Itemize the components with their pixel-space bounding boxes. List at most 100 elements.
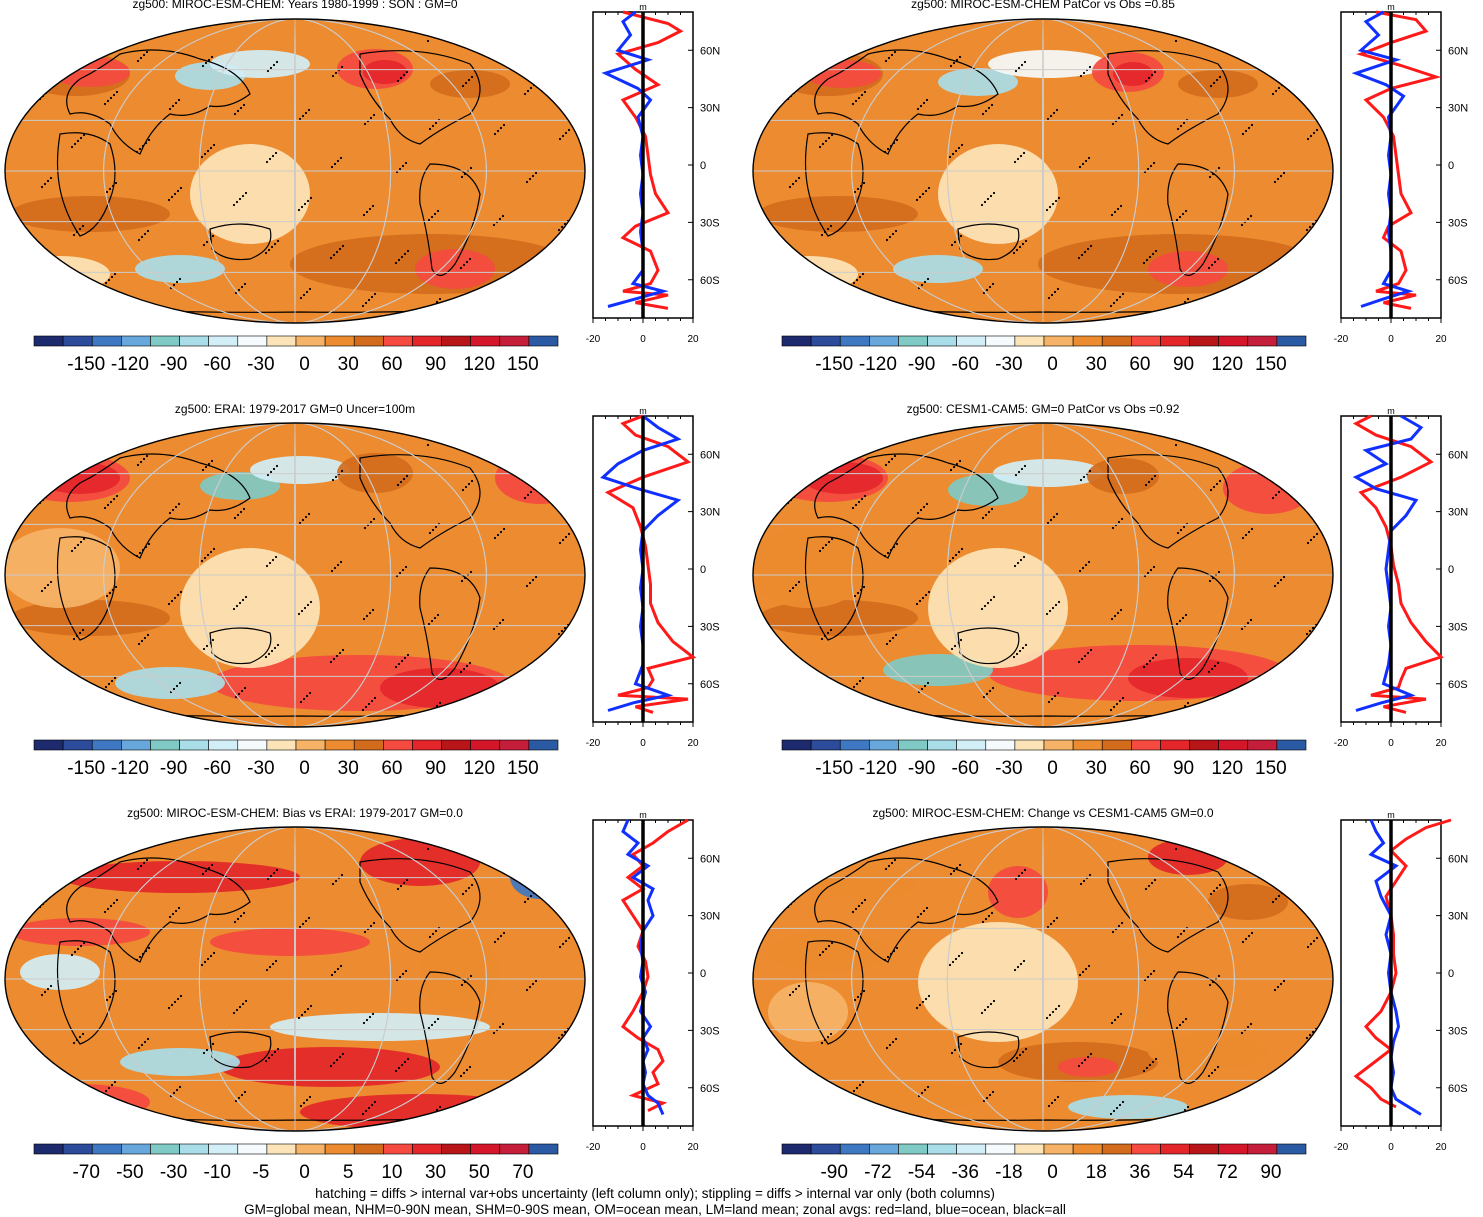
stipple-dot xyxy=(853,998,857,1002)
colorbar-swatch xyxy=(91,1143,122,1155)
zonal-y-tick-label: 60N xyxy=(1448,449,1468,461)
colorbar-swatch xyxy=(1043,1143,1074,1155)
stipple-dot xyxy=(1146,975,1150,979)
stipple-dot xyxy=(1241,536,1245,540)
colorbar-swatch xyxy=(353,335,384,347)
zonal-y-tick-label: 30S xyxy=(700,621,720,633)
zonal-unit-label: m xyxy=(1387,406,1395,416)
stipple-dot xyxy=(895,946,899,950)
colorbar-swatch xyxy=(121,739,151,751)
stipple-dot xyxy=(176,189,180,193)
stipple-dot xyxy=(308,1095,312,1099)
stipple-dot xyxy=(1150,881,1154,885)
stipple-dot xyxy=(1024,1047,1028,1051)
stipple-dot xyxy=(1021,242,1025,246)
stipple-dot xyxy=(176,997,180,1001)
zonal-land-line xyxy=(614,10,684,310)
stipple-dot xyxy=(501,1022,505,1026)
colorbar-label: 60 xyxy=(1129,758,1150,779)
stipple-dot xyxy=(370,295,374,299)
stipple-dot xyxy=(461,892,465,896)
stipple-dot xyxy=(1186,297,1190,301)
stipple-dot xyxy=(1247,126,1251,130)
stipple-dot xyxy=(1244,533,1248,537)
stipple-dot xyxy=(468,661,472,665)
colorbar-label: -150 xyxy=(815,354,853,375)
graticule-lon xyxy=(198,19,392,323)
stipple-dot xyxy=(178,277,182,281)
zonal-x-tick-label: 0 xyxy=(1388,334,1394,345)
stipple-dot xyxy=(113,272,117,276)
colorbar-label: -120 xyxy=(111,758,149,779)
zonal-x-tick-label: 20 xyxy=(1435,334,1447,345)
stipple-dot xyxy=(983,200,987,204)
stipple-dot xyxy=(333,970,337,974)
stipple-dot xyxy=(528,985,532,989)
stipple-dot xyxy=(992,999,996,1003)
stipple-dot xyxy=(1146,571,1150,575)
stipple-dot xyxy=(1047,296,1051,300)
stipple-dot xyxy=(502,527,506,531)
stipple-dot xyxy=(887,864,891,868)
stipple-dot xyxy=(1174,847,1178,851)
stipple-dot xyxy=(406,653,410,657)
stipple-dot xyxy=(526,493,530,497)
stipple-dot xyxy=(1049,922,1053,926)
stipple-dot xyxy=(49,580,53,584)
stipple-dot xyxy=(1147,884,1151,888)
colorbar-swatch xyxy=(499,1143,530,1155)
stipple-dot xyxy=(209,550,213,554)
colorbar-label: -150 xyxy=(67,758,105,779)
stipple-dot xyxy=(308,287,312,291)
stipple-dot xyxy=(271,154,275,158)
stipple-dot xyxy=(1081,162,1085,166)
zonal-land-line xyxy=(1352,414,1444,714)
stipple-dot xyxy=(533,1070,537,1074)
stipple-dot xyxy=(1054,603,1058,607)
zonal-unit-label: m xyxy=(639,406,647,416)
colorbar-label: 72 xyxy=(1217,1162,1238,1183)
stipple-dot xyxy=(1242,445,1246,449)
stipple-dot xyxy=(1182,929,1186,933)
zonal-y-tick-label: 30S xyxy=(700,217,720,229)
stipple-dot xyxy=(1016,561,1020,565)
contour-region xyxy=(360,838,480,886)
stipple-dot xyxy=(887,460,891,464)
stipple-dot xyxy=(960,143,964,147)
colorbar-swatch xyxy=(383,1143,413,1155)
stipple-dot xyxy=(1275,1076,1279,1080)
stipple-dot xyxy=(916,915,920,919)
stipple-dot xyxy=(1147,480,1151,484)
stipple-dot xyxy=(373,292,377,296)
colorbar-label: -150 xyxy=(67,354,105,375)
stipple-dot xyxy=(104,281,108,285)
stipple-dot xyxy=(797,580,801,584)
stipple-dot xyxy=(986,601,990,605)
stipple-dot xyxy=(1078,165,1082,169)
stipple-dot xyxy=(1079,882,1083,886)
stipple-dot xyxy=(953,240,957,244)
stipple-dot xyxy=(361,304,365,308)
stipple-dot xyxy=(105,190,109,194)
stipple-dot xyxy=(104,685,108,689)
stipple-dot xyxy=(106,503,110,507)
stipple-dot xyxy=(491,852,495,856)
stipple-dot xyxy=(1116,207,1120,211)
stipple-dot xyxy=(1181,1020,1185,1024)
stipple-dot xyxy=(1182,525,1186,529)
stipple-dot xyxy=(558,137,562,141)
stipple-dot xyxy=(496,129,500,133)
stipple-dot xyxy=(790,273,794,277)
stipple-dot xyxy=(332,1061,336,1065)
stipple-dot xyxy=(503,1110,507,1114)
stipple-dot xyxy=(306,603,310,607)
stipple-dot xyxy=(143,636,147,640)
coastline xyxy=(804,132,864,237)
stipple-dot xyxy=(234,1099,238,1103)
stipple-dot xyxy=(1051,202,1055,206)
stipple-dot xyxy=(1045,612,1049,616)
contour-region xyxy=(363,60,407,84)
colorbar-swatch xyxy=(1276,739,1307,751)
stipple-dot xyxy=(336,967,340,971)
stipple-dot xyxy=(177,906,181,910)
